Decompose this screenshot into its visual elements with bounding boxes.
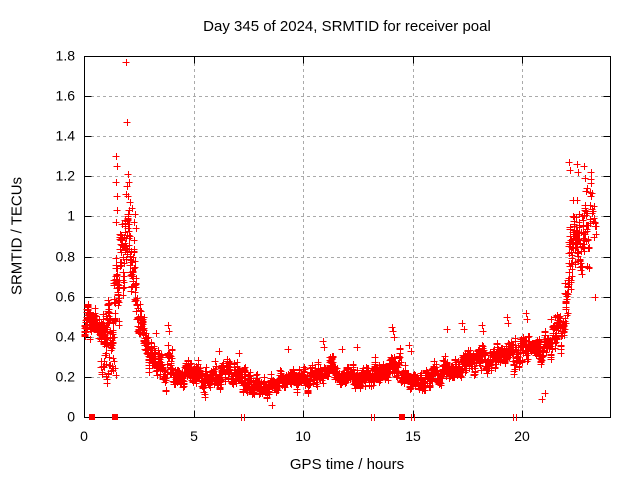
y-tick-label: 0.4 — [56, 329, 76, 345]
x-tick-label: 10 — [295, 428, 311, 444]
x-tick-label: 20 — [514, 428, 530, 444]
y-tick-label: 1.2 — [56, 168, 76, 184]
y-tick-label: 1.4 — [56, 128, 76, 144]
zero-marker-tickpairs — [241, 414, 517, 421]
y-tick-label: 0.2 — [56, 369, 76, 385]
x-tick-label: 5 — [190, 428, 198, 444]
zero-marker-square — [399, 414, 405, 420]
zero-marker-square — [112, 414, 118, 420]
y-tick-label: 1.8 — [56, 48, 76, 64]
y-tick-label: 1 — [67, 208, 75, 224]
y-tick-label: 0.8 — [56, 249, 76, 265]
data-points — [81, 59, 600, 409]
x-tick-label: 0 — [80, 428, 88, 444]
y-tick-label: 0 — [67, 409, 75, 425]
zero-marker-square — [89, 414, 95, 420]
x-tick-label: 15 — [405, 428, 421, 444]
y-tick-label: 0.6 — [56, 289, 76, 305]
plot-border — [84, 56, 611, 418]
chart-title: Day 345 of 2024, SRMTID for receiver poa… — [203, 18, 491, 35]
x-axis-label: GPS time / hours — [289, 456, 405, 473]
y-axis-label: SRMTID / TECUs — [8, 176, 26, 296]
y-tick-label: 1.6 — [56, 88, 76, 104]
axis-ticks — [84, 56, 611, 418]
